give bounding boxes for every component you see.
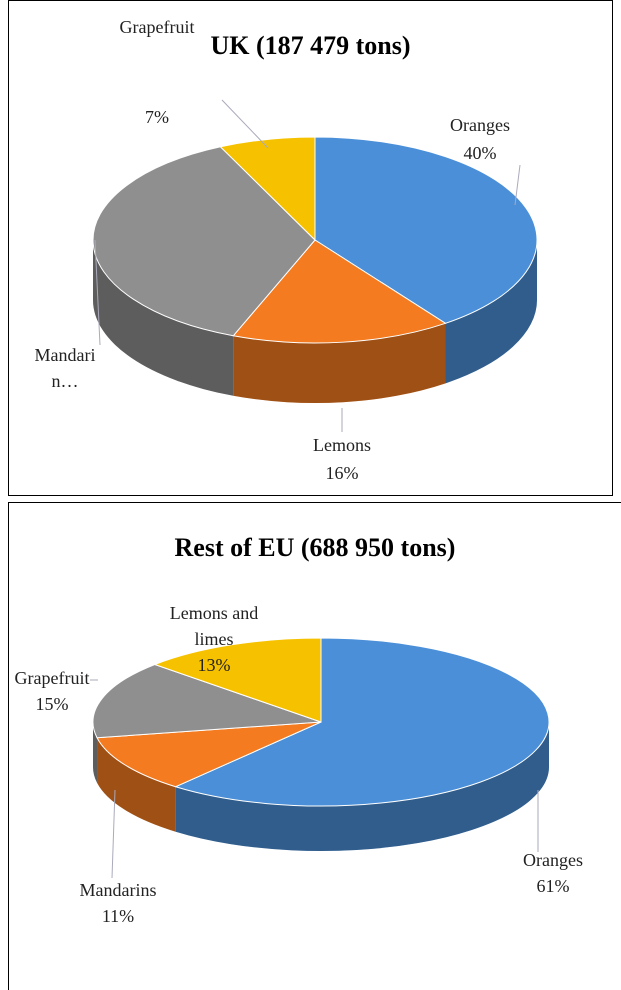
slice-side [93, 722, 98, 783]
pie-slice [174, 637, 550, 807]
pie-slice [219, 136, 316, 242]
slice-side [233, 323, 446, 403]
chart-title: UK (187 479 tons) [210, 31, 411, 60]
slice-side-shade [175, 722, 549, 851]
slice-value-label: 13% [197, 655, 231, 675]
slice-value-label: 16% [325, 463, 359, 483]
leader-line [514, 164, 521, 206]
slice-side-shade [445, 240, 537, 384]
pie-slice [153, 637, 322, 723]
slice-value-label: 61% [536, 876, 570, 896]
slice-value-label: 11% [101, 906, 135, 926]
leader-line [111, 789, 116, 879]
pie-slice [232, 239, 447, 344]
slice-side [93, 240, 234, 396]
leader-line [94, 239, 101, 346]
slice-side [445, 240, 537, 384]
chart-panel: Rest of EU (688 950 tons) [8, 502, 621, 990]
slice-label: Grapefruit [14, 668, 90, 688]
pie-slice [96, 721, 322, 788]
pie-slice [314, 136, 538, 324]
slice-label: Mandarins [79, 880, 157, 900]
slice-side [175, 722, 549, 851]
slice-value-label: 40% [463, 143, 497, 163]
slice-label: Mandarin… [34, 345, 96, 391]
slice-side [97, 737, 176, 832]
slice-label: Lemons [313, 435, 371, 455]
leader-line [221, 99, 269, 149]
chart-panel: UK (187 479 tons) [8, 0, 613, 496]
slice-value-label: 7% [145, 107, 169, 127]
pie-slice [92, 663, 322, 739]
slice-side-shade [97, 737, 176, 832]
slice-side-shade [233, 323, 446, 403]
pie-slice [92, 146, 316, 337]
slice-label: Lemons and limes [169, 603, 259, 649]
slice-label: Grapefruit [119, 17, 195, 37]
slice-label: Oranges [450, 115, 510, 135]
slice-side-shade [93, 722, 98, 783]
slice-side-shade [93, 240, 234, 396]
chart-title: Rest of EU (688 950 tons) [174, 533, 456, 562]
slice-value-label: 15% [35, 694, 69, 714]
slice-label: Oranges [523, 850, 583, 870]
